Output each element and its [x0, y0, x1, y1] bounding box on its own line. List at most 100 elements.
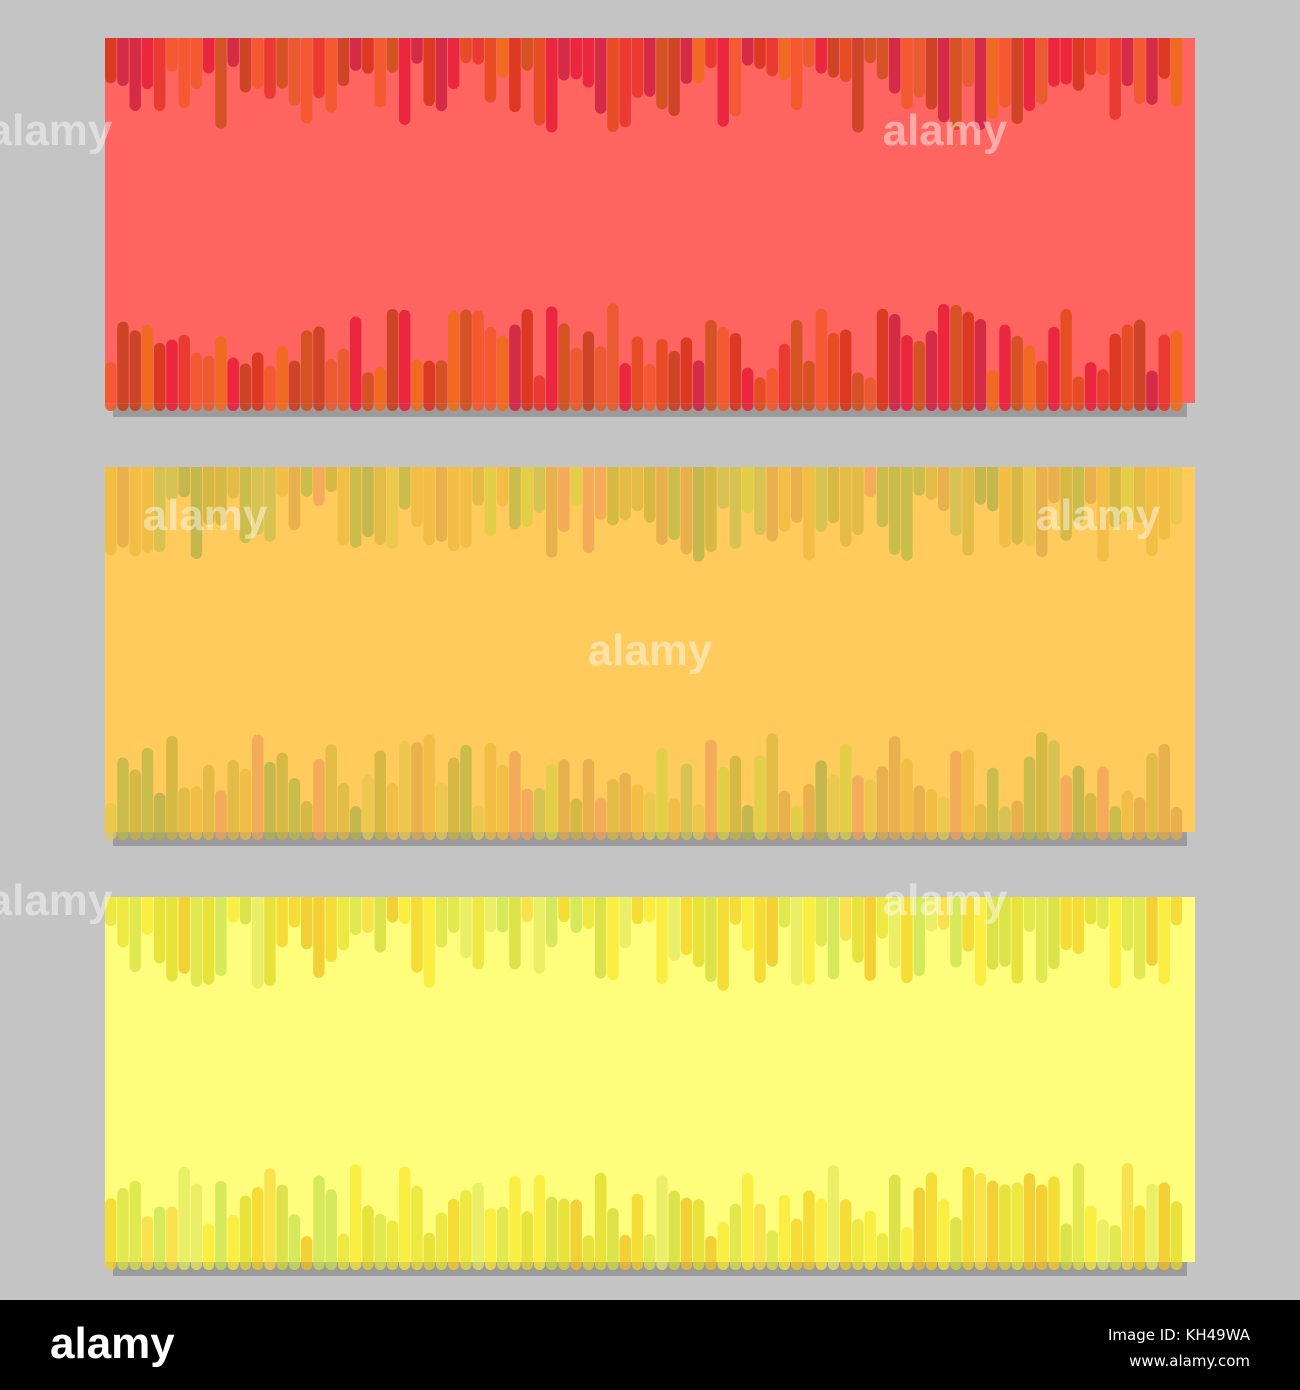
bottom-stripe — [166, 1206, 178, 1270]
top-stripe — [178, 30, 190, 109]
bottom-stripe — [791, 805, 803, 840]
top-stripe — [484, 459, 497, 536]
bottom-stripe — [974, 804, 987, 840]
top-stripe — [460, 889, 472, 959]
bottom-stripe — [435, 360, 448, 411]
bottom-stripe — [619, 772, 631, 840]
top-stripe — [962, 889, 974, 952]
top-stripe — [386, 30, 399, 73]
top-stripe — [815, 889, 827, 947]
bottom-stripe — [852, 372, 864, 411]
bottom-stripe — [876, 1233, 889, 1270]
top-stripe — [778, 30, 791, 81]
top-stripe — [827, 459, 840, 524]
bottom-stripe — [337, 1233, 350, 1270]
bottom-stripe — [595, 797, 607, 840]
top-stripe — [227, 889, 239, 923]
top-stripe — [558, 30, 570, 81]
top-stripe — [668, 889, 680, 961]
top-stripe — [950, 30, 962, 131]
top-stripe — [987, 889, 999, 970]
top-stripe — [154, 459, 166, 553]
top-stripe — [668, 459, 680, 540]
top-stripe — [938, 459, 950, 512]
top-stripe — [656, 459, 668, 545]
bottom-stripe — [766, 733, 778, 840]
top-stripe — [1121, 889, 1134, 951]
bottom-stripe — [252, 1186, 264, 1270]
top-stripe — [852, 889, 864, 963]
top-stripe — [803, 30, 815, 68]
bottom-stripe — [729, 332, 742, 411]
bottom-stripe — [497, 764, 509, 840]
bottom-stripe — [889, 1174, 901, 1270]
top-stripe — [876, 459, 889, 528]
bottom-stripe — [1048, 1176, 1060, 1270]
top-stripe — [962, 30, 974, 87]
bottom-stripe — [1011, 335, 1023, 411]
top-stripe — [239, 889, 252, 925]
top-stripe — [1097, 30, 1109, 76]
bottom-stripe — [215, 336, 227, 411]
top-stripe — [950, 889, 962, 968]
top-stripe — [1023, 889, 1036, 932]
bottom-stripe — [656, 1175, 668, 1270]
bottom-stripe — [938, 1199, 950, 1270]
bottom-stripe — [607, 778, 619, 840]
bottom-stripe — [460, 1189, 472, 1270]
bottom-stripe — [105, 362, 117, 411]
bottom-stripe — [901, 335, 913, 411]
bottom-stripe — [141, 747, 154, 840]
bottom-stripe — [1036, 360, 1048, 411]
bottom-stripe — [815, 1198, 827, 1270]
top-stripe — [1085, 30, 1097, 76]
top-stripe — [999, 459, 1011, 548]
top-stripe — [350, 459, 362, 548]
bottom-stripe — [497, 1206, 509, 1270]
top-stripe — [252, 30, 264, 89]
bottom-stripe — [778, 790, 791, 840]
top-stripe — [129, 459, 141, 557]
bottom-stripe — [840, 743, 852, 840]
top-stripe — [742, 889, 754, 951]
bottom-stripe — [288, 777, 301, 840]
top-stripe — [178, 459, 190, 498]
top-stripe — [913, 889, 925, 977]
top-stripe — [766, 30, 778, 77]
top-stripe — [803, 459, 815, 561]
bottom-stripe — [325, 744, 337, 840]
bottom-stripe — [680, 1197, 693, 1270]
bottom-stripe — [509, 1176, 521, 1270]
bottom-stripe — [864, 779, 876, 840]
bottom-stripe — [399, 309, 411, 411]
bottom-stripe — [227, 1214, 239, 1270]
bottom-stripe — [301, 801, 313, 840]
top-stripe — [190, 30, 203, 90]
top-stripe — [448, 889, 460, 933]
bottom-stripe — [668, 1190, 680, 1270]
top-stripe — [227, 30, 239, 68]
bottom-stripe — [350, 806, 362, 840]
top-stripe — [484, 30, 497, 103]
top-stripe — [472, 30, 484, 65]
bottom-stripe — [778, 343, 791, 411]
top-stripe — [215, 30, 227, 129]
bottom-stripe — [754, 1203, 766, 1270]
top-stripe — [276, 30, 288, 89]
top-stripe — [435, 30, 448, 112]
top-stripe — [288, 30, 301, 106]
bottom-stripe — [239, 1195, 252, 1270]
top-stripe — [889, 459, 901, 555]
bottom-stripe — [337, 783, 350, 840]
top-stripe — [803, 889, 815, 985]
bottom-stripe — [889, 313, 901, 411]
top-stripe — [876, 30, 889, 80]
top-stripe — [778, 459, 791, 532]
bottom-stripe — [631, 336, 644, 411]
bottom-stripe — [668, 797, 680, 840]
bottom-stripe — [423, 360, 435, 411]
bottom-stripe — [1146, 370, 1158, 411]
bottom-stripe — [1011, 800, 1023, 840]
top-stripe — [1060, 459, 1072, 541]
bottom-stripe — [288, 1214, 301, 1270]
